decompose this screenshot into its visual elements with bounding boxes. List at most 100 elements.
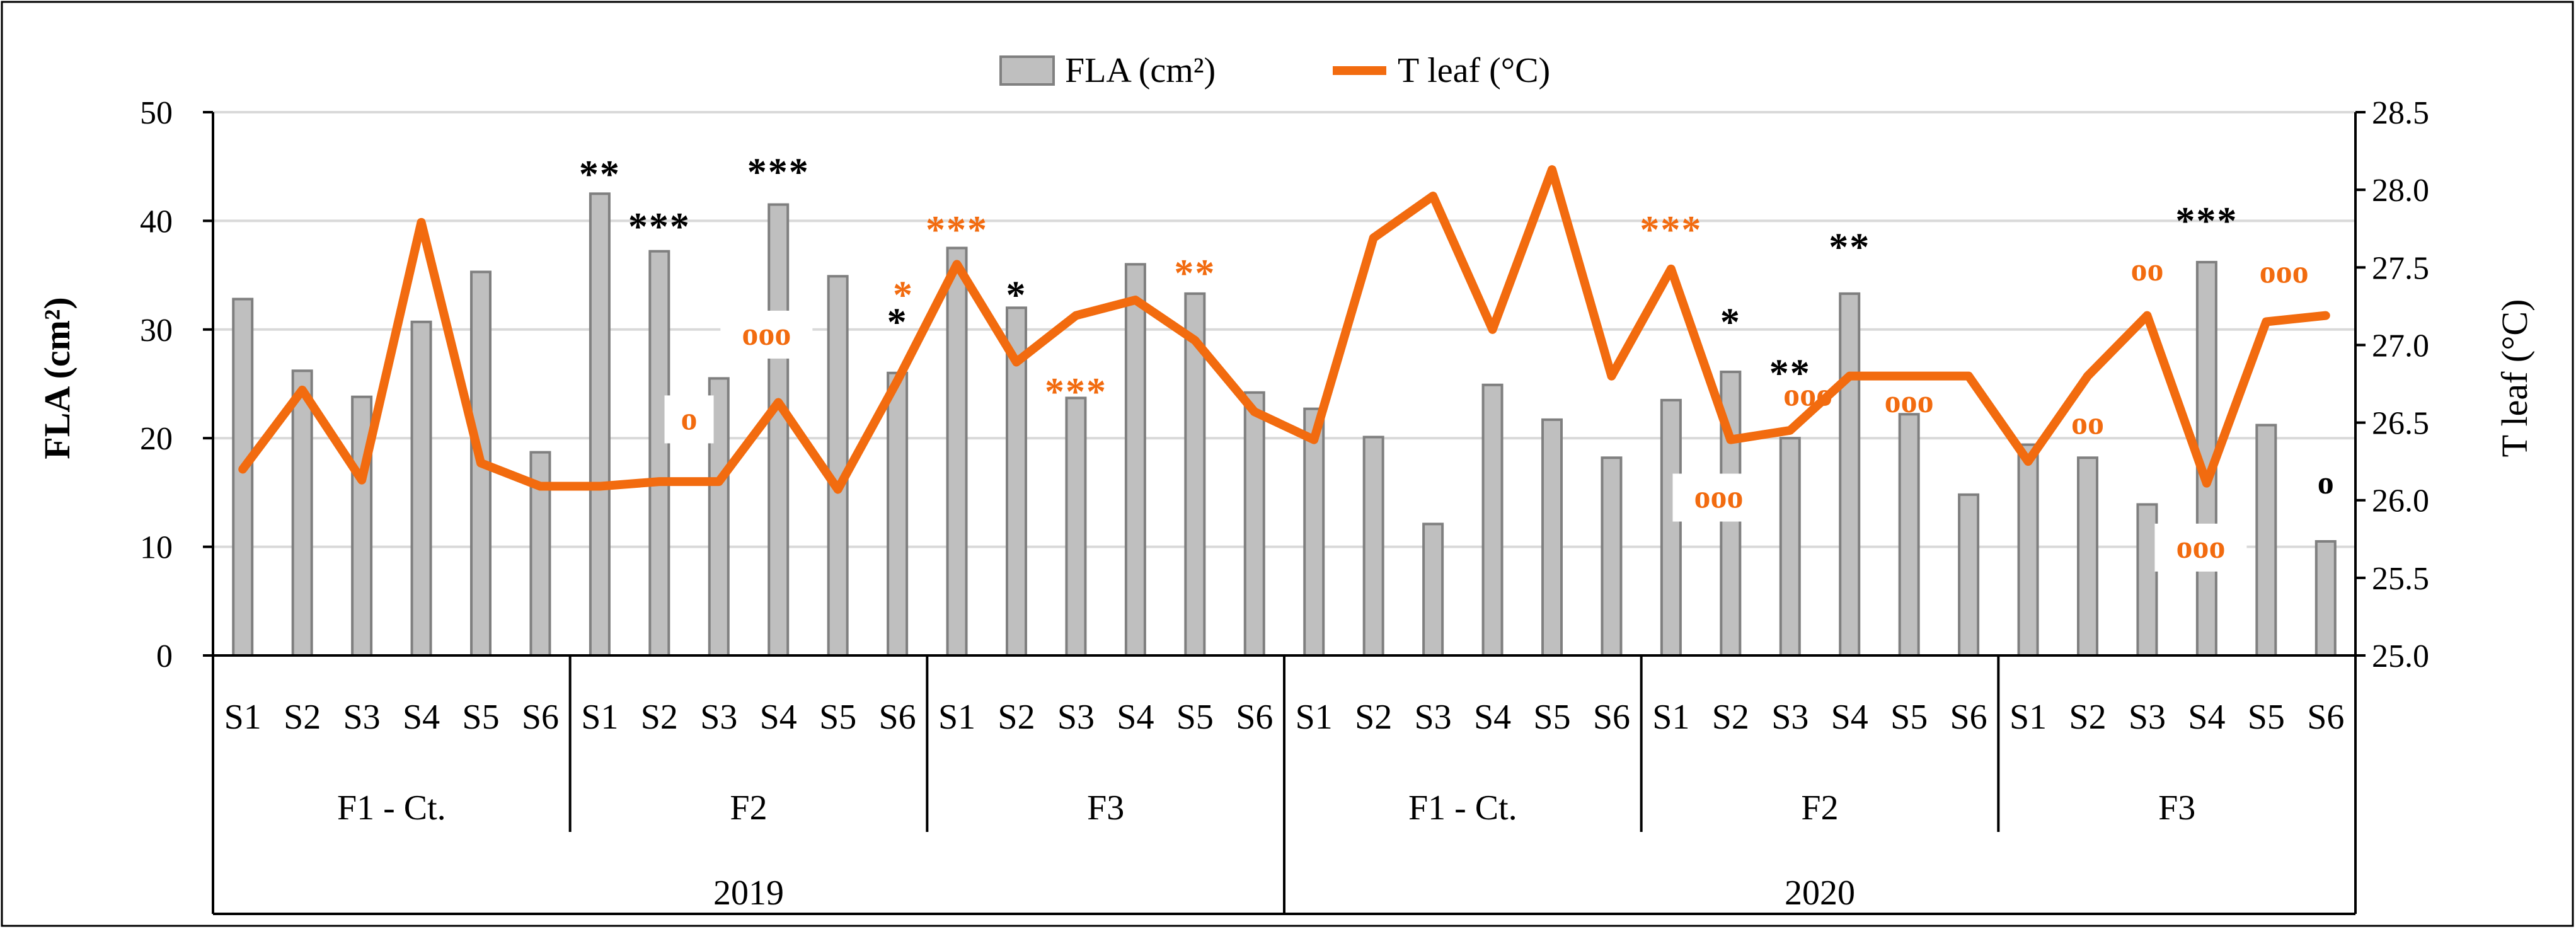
x-year-labels: 2019 2020 xyxy=(212,655,2357,915)
significance-annotation: *** xyxy=(747,151,810,194)
bar-fla xyxy=(2136,503,2158,657)
y-right-tick-label: 25.5 xyxy=(2372,561,2429,597)
x-category-label: S2 xyxy=(2069,698,2106,737)
bar-fla xyxy=(768,203,790,657)
y-left-tick-label: 0 xyxy=(156,638,173,674)
significance-annotation: *** xyxy=(926,209,988,251)
bar-fla xyxy=(1124,263,1146,657)
significance-annotation: o xyxy=(681,401,698,437)
x-category-label: S6 xyxy=(879,698,916,737)
x-category-label: S3 xyxy=(1415,698,1452,737)
y-right-tick-label: 26.0 xyxy=(2372,483,2429,519)
x-category-label: S2 xyxy=(998,698,1035,737)
annotation-box xyxy=(720,310,813,359)
y-right-tick-label: 27.5 xyxy=(2372,250,2429,286)
bar-fla xyxy=(1362,436,1384,657)
gridlines xyxy=(213,111,2355,548)
x-category-label: S5 xyxy=(1890,698,1928,737)
y-right-tick-label: 25.0 xyxy=(2372,638,2429,674)
significance-annotation: *** xyxy=(1640,209,1702,251)
x-year-label: 2019 xyxy=(713,874,784,913)
x-category-label: S5 xyxy=(462,698,499,737)
x-category-label: S6 xyxy=(2307,698,2344,737)
x-category-label: S1 xyxy=(581,698,618,737)
bar-fla xyxy=(291,369,313,657)
significance-annotation: ** xyxy=(1769,352,1811,395)
x-category-label: S3 xyxy=(1057,698,1095,737)
significance-annotation: ooo xyxy=(1885,384,1934,420)
significance-annotation: * xyxy=(893,274,914,316)
x-category-label: S4 xyxy=(1474,698,1511,737)
x-category-label: S6 xyxy=(1236,698,1273,737)
bar-fla xyxy=(2017,443,2039,657)
legend-label-fla: FLA (cm²) xyxy=(1065,51,1216,90)
significance-annotation: * xyxy=(1720,301,1741,344)
x-category-label: S4 xyxy=(1831,698,1868,737)
y-left-tick-label: 50 xyxy=(140,95,173,131)
bar-fla xyxy=(1541,418,1563,657)
y-right-label: T leaf (°C) xyxy=(2494,299,2535,458)
bar-fla xyxy=(2255,424,2277,657)
significance-annotation: ooo xyxy=(742,316,791,352)
bar-fla xyxy=(1958,493,1980,657)
bar-fla xyxy=(1601,456,1623,657)
x-category-label: S6 xyxy=(522,698,559,737)
x-group-label: F2 xyxy=(1801,788,1838,828)
significance-annotation: ooo xyxy=(2176,529,2225,565)
significance-annotation: *** xyxy=(2175,200,2238,243)
y-left-label: FLA (cm²) xyxy=(37,297,78,459)
annotation-box xyxy=(2154,523,2247,572)
x-year-label: 2020 xyxy=(1785,874,1855,913)
y-left-tick-label: 10 xyxy=(140,530,173,566)
x-category-label: S6 xyxy=(1593,698,1630,737)
bar-fla xyxy=(2077,456,2098,657)
y-left-tick-label: 20 xyxy=(140,421,173,457)
bar-fla xyxy=(1779,437,1801,657)
bars-fla xyxy=(232,192,2337,657)
x-category-label: S3 xyxy=(343,698,381,737)
bar-fla xyxy=(648,250,670,657)
significance-annotation: ** xyxy=(1174,252,1216,295)
line-tleaf xyxy=(238,165,2330,494)
tleaf-series-line xyxy=(238,165,2330,494)
y-left-tick-label: 40 xyxy=(140,204,173,239)
bar-fla xyxy=(232,297,254,657)
significance-annotation: * xyxy=(1006,274,1027,316)
y-right-tick-label: 27.0 xyxy=(2372,328,2429,364)
significance-annotation: ooo xyxy=(2260,255,2309,291)
x-category-label: S4 xyxy=(1117,698,1154,737)
bar-fla xyxy=(1243,391,1265,657)
x-group-label: F3 xyxy=(2158,788,2195,828)
x-category-label: S5 xyxy=(819,698,856,737)
legend: FLA (cm²) T leaf (°C) xyxy=(999,51,1550,90)
legend-label-tleaf: T leaf (°C) xyxy=(1398,51,1550,90)
bar-fla xyxy=(1839,292,1861,657)
x-category-label: S2 xyxy=(284,698,321,737)
x-category-label: S3 xyxy=(2129,698,2166,737)
x-category-label: S1 xyxy=(2010,698,2047,737)
x-category-label: S2 xyxy=(641,698,678,737)
significance-annotation: ooo xyxy=(1694,480,1743,516)
significance-annotation: ooo xyxy=(1783,377,1832,413)
y-left-ticks: 0 10 20 30 40 50 xyxy=(140,95,213,674)
x-category-label: S5 xyxy=(2248,698,2285,737)
bar-fla xyxy=(1481,383,1504,657)
annotation-box xyxy=(664,395,714,444)
significance-annotation: *** xyxy=(628,205,691,248)
y-right-tick-label: 26.5 xyxy=(2372,406,2429,442)
x-category-label: S4 xyxy=(2188,698,2225,737)
bar-fla xyxy=(2314,540,2337,657)
significance-annotation: * xyxy=(887,301,908,344)
x-category-label: S5 xyxy=(1176,698,1214,737)
x-category-label: S5 xyxy=(1533,698,1570,737)
x-group-label: F3 xyxy=(1087,788,1124,828)
bar-fla xyxy=(946,246,968,657)
x-category-label: S3 xyxy=(700,698,737,737)
x-group-label: F1 - Ct. xyxy=(1408,788,1517,828)
significance-annotation: oo xyxy=(2071,405,2104,441)
x-category-label: S1 xyxy=(1652,698,1689,737)
y-right-tick-label: 28.0 xyxy=(2372,173,2429,209)
x-category-label: S2 xyxy=(1712,698,1749,737)
